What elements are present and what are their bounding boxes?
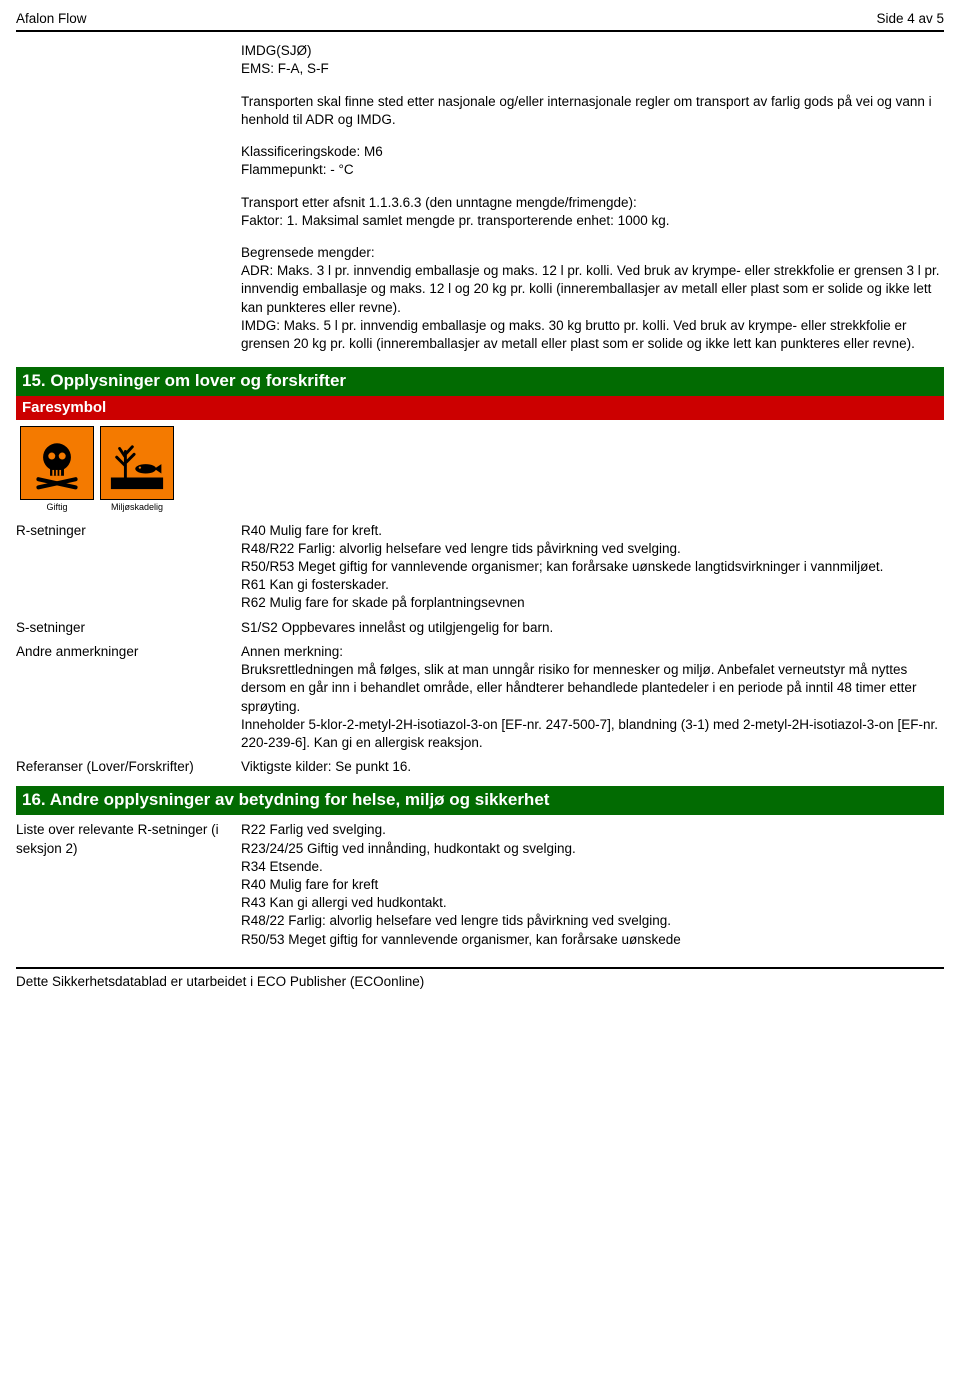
footer: Dette Sikkerhetsdatablad er utarbeidet i… <box>16 967 944 991</box>
footer-text: Dette Sikkerhetsdatablad er utarbeidet i… <box>16 974 424 989</box>
afsnit-line1: Transport etter afsnit 1.1.3.6.3 (den un… <box>241 194 944 212</box>
ems-line: EMS: F-A, S-F <box>241 60 944 78</box>
referanser-label: Referanser (Lover/Forskrifter) <box>16 758 241 776</box>
andre-anmerkninger-row: Andre anmerkninger Annen merkning: Bruks… <box>16 643 944 752</box>
page-header: Afalon Flow Side 4 av 5 <box>16 10 944 32</box>
limited-qty-block: Begrensede mengder: ADR: Maks. 3 l pr. i… <box>241 244 944 353</box>
afsnit-line2: Faktor: 1. Maksimal samlet mengde pr. tr… <box>241 212 944 230</box>
s-setninger-label: S-setninger <box>16 619 241 637</box>
transport-afsnit-block: Transport etter afsnit 1.1.3.6.3 (den un… <box>241 194 944 230</box>
pictogram-env-label: Miljøskadelig <box>100 501 174 513</box>
limited-title: Begrensede mengder: <box>241 244 944 262</box>
liste-r-value: R22 Farlig ved svelging. R23/24/25 Gifti… <box>241 821 944 949</box>
klass-line: Klassificeringskode: M6 <box>241 143 944 161</box>
skull-icon <box>20 426 94 500</box>
pictogram-row: Giftig Miljøskadelig <box>16 420 944 515</box>
transport-imdg-block: IMDG(SJØ) EMS: F-A, S-F <box>241 42 944 78</box>
referanser-row: Referanser (Lover/Forskrifter) Viktigste… <box>16 758 944 776</box>
section-16-title: 16. Andre opplysninger av betydning for … <box>16 786 944 815</box>
transport-note: Transporten skal finne sted etter nasjon… <box>241 93 944 129</box>
referanser-value: Viktigste kilder: Se punkt 16. <box>241 758 944 776</box>
andre-value: Annen merkning: Bruksrettledningen må fø… <box>241 643 944 752</box>
pictogram-toxic: Giftig <box>20 426 94 513</box>
limited-adr: ADR: Maks. 3 l pr. innvendig emballasje … <box>241 262 944 317</box>
r-setninger-row: R-setninger R40 Mulig fare for kreft. R4… <box>16 522 944 613</box>
classification-block: Klassificeringskode: M6 Flammepunkt: - °… <box>241 143 944 179</box>
s-setninger-row: S-setninger S1/S2 Oppbevares innelåst og… <box>16 619 944 637</box>
r-setninger-label: R-setninger <box>16 522 241 540</box>
limited-imdg: IMDG: Maks. 5 l pr. innvendig emballasje… <box>241 317 944 353</box>
faresymbol-title: Faresymbol <box>16 396 944 420</box>
flammepunkt-line: Flammepunkt: - °C <box>241 161 944 179</box>
page-number: Side 4 av 5 <box>876 10 944 28</box>
imdg-line: IMDG(SJØ) <box>241 42 944 60</box>
r-setninger-value: R40 Mulig fare for kreft. R48/R22 Farlig… <box>241 522 944 613</box>
s-setninger-value: S1/S2 Oppbevares innelåst og utilgjengel… <box>241 619 944 637</box>
pictogram-environment: Miljøskadelig <box>100 426 174 513</box>
andre-label: Andre anmerkninger <box>16 643 241 661</box>
liste-r-label: Liste over relevante R-setninger (i seks… <box>16 821 241 857</box>
dead-tree-fish-icon <box>100 426 174 500</box>
pictogram-toxic-label: Giftig <box>20 501 94 513</box>
liste-r-row: Liste over relevante R-setninger (i seks… <box>16 821 944 949</box>
section-15-title: 15. Opplysninger om lover og forskrifter <box>16 367 944 396</box>
doc-title: Afalon Flow <box>16 10 87 28</box>
